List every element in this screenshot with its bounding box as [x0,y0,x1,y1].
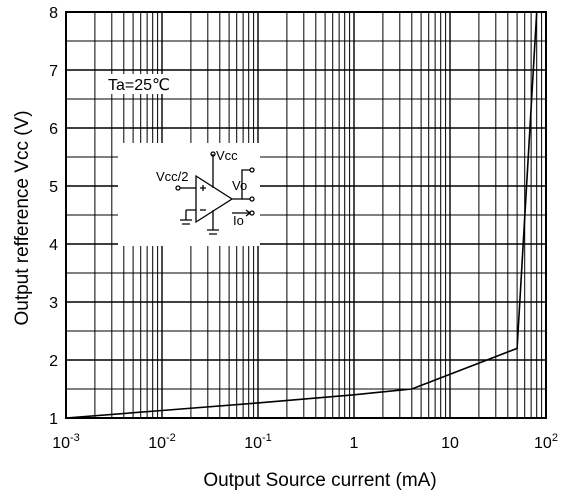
circuit-vref-label: Vcc/2 [156,169,189,184]
x-tick-label: 1 [350,435,359,452]
circuit-wire [207,210,219,235]
circuit-wire [200,185,206,191]
opamp-circuit-diagram [175,151,255,235]
x-tick-label: 10-2 [148,432,176,452]
x-tick-label: 10-3 [52,432,80,452]
y-tick-label: 1 [49,411,58,428]
plot-frame [65,11,547,419]
y-tick-label: 3 [49,295,58,312]
x-tick-label: 10-1 [244,432,272,452]
circuit-terminal [210,151,216,157]
y-tick-label: 7 [49,63,58,80]
x-axis-title: Output Source current (mA) [203,470,436,491]
opamp-icon [195,174,234,224]
circuit-vo-label: Vo [232,178,247,193]
circuit-vcc-label: Vcc [216,148,238,163]
circuit-wire [180,209,196,225]
circuit-terminal [175,185,181,191]
circuit-terminal [249,167,255,173]
y-tick-label: 2 [49,353,58,370]
y-tick-label: 8 [49,5,58,22]
x-tick-label: 102 [534,432,558,452]
y-axis-title: Output refference Vcc (V) [12,110,33,325]
condition-label: Ta=25℃ [108,77,170,94]
tick-labels: 1 2 3 4 5 6 7 8 10-3 10-2 10-1 1 10 102 [49,5,558,452]
circuit-io-label: Io [233,213,244,228]
x-tick-label: 10 [441,435,459,452]
y-tick-label: 6 [49,121,58,138]
condition-label-bg [106,74,182,94]
y-tick-label: 4 [49,237,58,254]
inset-background [118,143,260,246]
series-line [65,11,538,419]
circuit-terminal [249,196,255,202]
circuit-inset: Vcc Vcc/2 Vo Io [118,143,260,246]
y-tick-label: 5 [49,179,58,196]
circuit-wire [245,209,252,217]
circuit-wire [232,169,250,200]
